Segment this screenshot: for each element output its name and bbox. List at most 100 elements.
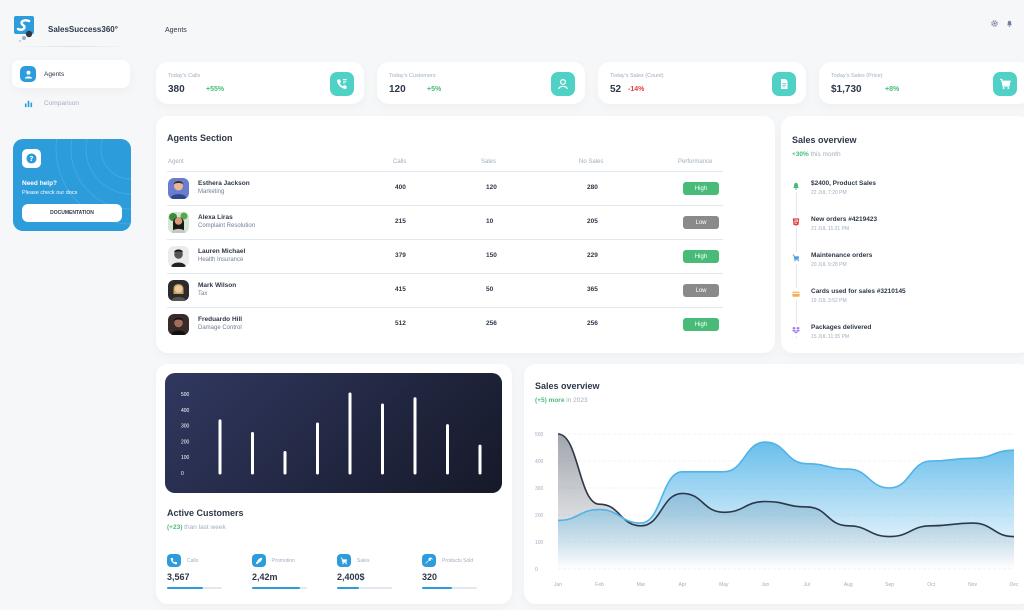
stat-change: +5% bbox=[427, 86, 442, 93]
sales-overview-timeline-card: Sales overview +30% this month $2400, Pr… bbox=[781, 116, 1024, 353]
timeline-item-title: Cards used for sales #3210145 bbox=[811, 288, 906, 295]
avatar bbox=[168, 178, 189, 199]
agent-calls: 400 bbox=[395, 184, 406, 191]
timeline-change: +30% bbox=[792, 151, 809, 158]
rocket-icon bbox=[252, 554, 266, 567]
question-icon: ? bbox=[22, 149, 41, 168]
timeline-subtitle: +30% this month bbox=[792, 151, 841, 158]
table-row[interactable]: Alexa Liras Complaint Resolution 215 10 … bbox=[167, 206, 723, 240]
agent-name: Freduardo Hill bbox=[198, 316, 243, 323]
column-header-agent: Agent bbox=[168, 159, 184, 165]
wrench-icon bbox=[422, 554, 436, 567]
active-customers-subtitle-rest: than last week bbox=[182, 524, 226, 531]
x-tick-label: Apr bbox=[678, 582, 686, 588]
agent-department: Health Insurance bbox=[198, 257, 244, 263]
agent-calls: 512 bbox=[395, 320, 406, 327]
stat-card-customers: Today's Customers 120 +5% bbox=[377, 62, 585, 104]
agent-no-sales: 205 bbox=[587, 218, 598, 225]
active-stat-label: Promotion bbox=[272, 558, 295, 564]
stat-label: Today's Sales (Price) bbox=[831, 73, 883, 79]
cart-icon bbox=[993, 72, 1017, 96]
bell-icon[interactable] bbox=[1006, 14, 1013, 32]
timeline-subtitle-rest: this month bbox=[808, 151, 841, 158]
timeline-item-title: $2400, Product Sales bbox=[811, 180, 877, 187]
y-tick-label: 400 bbox=[535, 459, 544, 465]
document-icon bbox=[772, 72, 796, 96]
agent-sales: 50 bbox=[486, 286, 494, 293]
stat-change: +8% bbox=[885, 86, 900, 93]
active-customers-bar-chart: 500 400 300 200 100 0 bbox=[165, 373, 502, 493]
x-tick-label: May bbox=[719, 582, 729, 588]
documentation-button[interactable]: DOCUMENTATION bbox=[22, 204, 122, 222]
header-actions bbox=[991, 14, 1013, 32]
timeline-item[interactable]: Maintenance orders 20 JUL 9:28 PM bbox=[790, 252, 1010, 282]
column-header-sales: Sales bbox=[481, 159, 497, 165]
column-header-calls: Calls bbox=[393, 159, 407, 165]
sidebar-item-comparison[interactable]: Comparison bbox=[12, 89, 130, 117]
bar-chart-svg: 500 400 300 200 100 0 bbox=[181, 392, 482, 477]
stat-card-sales-count: Today's Sales (Count) 52 -14% bbox=[598, 62, 806, 104]
timeline-item[interactable]: Packages delivered 15 JUL 11:35 PM bbox=[790, 324, 1010, 354]
active-stat-value: 320 bbox=[422, 572, 438, 582]
cart-icon bbox=[790, 252, 802, 264]
progress-track bbox=[252, 587, 307, 589]
area-chart-change: (+5) more bbox=[535, 397, 565, 404]
agent-sales: 150 bbox=[486, 252, 497, 259]
cart-icon bbox=[337, 554, 351, 567]
stat-change: +55% bbox=[206, 86, 225, 93]
gear-icon[interactable] bbox=[991, 14, 998, 32]
progress-fill bbox=[252, 587, 301, 589]
bell-icon bbox=[790, 180, 802, 192]
agents-section-card: Agents Section Agent Calls Sales No Sale… bbox=[156, 116, 775, 353]
performance-badge: High bbox=[683, 318, 719, 331]
y-tick-label: 400 bbox=[181, 408, 190, 414]
active-stat-label: Products Sold bbox=[442, 558, 474, 564]
agent-sales: 256 bbox=[486, 320, 497, 327]
active-stat-label: Sales bbox=[357, 558, 370, 564]
active-customers-title: Active Customers bbox=[167, 508, 244, 518]
avatar bbox=[168, 246, 189, 267]
column-header-performance: Performance bbox=[678, 159, 713, 165]
agent-calls: 379 bbox=[395, 252, 406, 259]
svg-text:?: ? bbox=[30, 155, 34, 163]
sidebar-item-label: Agents bbox=[44, 70, 65, 78]
timeline-item[interactable]: Cards used for sales #3210145 19 JUL 3:5… bbox=[790, 288, 1010, 318]
series-a-area bbox=[558, 442, 1014, 569]
x-tick-label: Jul bbox=[804, 582, 810, 588]
timeline-item-date: 22 JUL 7:20 PM bbox=[811, 190, 847, 196]
logo-icon bbox=[14, 16, 38, 43]
timeline-item-date: 19 JUL 3:52 PM bbox=[811, 298, 847, 304]
credit-card-icon bbox=[790, 288, 802, 300]
progress-fill bbox=[422, 587, 453, 589]
stat-label: Today's Calls bbox=[168, 73, 201, 79]
brand-name: SalesSuccess360° bbox=[48, 24, 118, 34]
y-tick-label: 200 bbox=[181, 439, 190, 445]
brand[interactable]: SalesSuccess360° bbox=[14, 12, 134, 46]
timeline-item[interactable]: $2400, Product Sales 22 JUL 7:20 PM bbox=[790, 180, 1010, 210]
agent-department: Marketing bbox=[198, 189, 225, 195]
table-row[interactable]: Lauren Michael Health Insurance 379 150 … bbox=[167, 240, 723, 274]
table-row[interactable]: Esthera Jackson Marketing 400 120 280 Hi… bbox=[167, 172, 723, 206]
agent-sales: 120 bbox=[486, 184, 497, 191]
performance-badge: High bbox=[683, 250, 719, 263]
table-row[interactable]: Mark Wilson Tax 415 50 365 Low bbox=[167, 274, 723, 308]
x-tick-label: Nov bbox=[968, 582, 977, 588]
user-icon bbox=[551, 72, 575, 96]
sidebar-item-agents[interactable]: Agents bbox=[12, 60, 130, 88]
table-row[interactable]: Freduardo Hill Damage Control 512 256 25… bbox=[167, 308, 723, 342]
y-tick-label: 100 bbox=[535, 540, 544, 546]
header-divider bbox=[167, 171, 723, 172]
x-tick-label: Mar bbox=[637, 582, 646, 588]
avatar bbox=[168, 280, 189, 301]
y-tick-label: 200 bbox=[535, 513, 544, 519]
phone-icon bbox=[167, 554, 181, 567]
help-subtitle: Please check our docs bbox=[22, 190, 78, 196]
timeline-item[interactable]: New orders #4219423 21 JUL 11:21 PM bbox=[790, 216, 1010, 246]
active-stat-value: 2,400$ bbox=[337, 572, 365, 582]
timeline-title: Sales overview bbox=[792, 135, 857, 145]
stat-value: 120 bbox=[389, 84, 406, 95]
timeline-item-title: New orders #4219423 bbox=[811, 216, 878, 223]
area-chart-subtitle-rest: in 2023 bbox=[564, 397, 588, 404]
progress-fill bbox=[337, 587, 359, 589]
x-tick-label: Feb bbox=[595, 582, 604, 588]
